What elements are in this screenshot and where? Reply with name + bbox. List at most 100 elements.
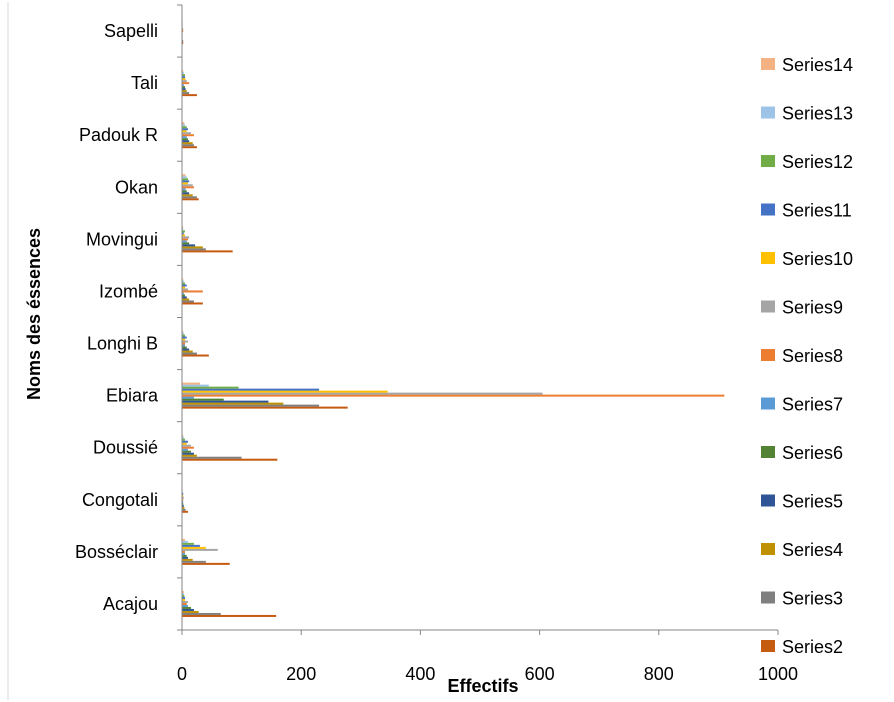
category-label: Doussié	[93, 438, 158, 458]
category-label: Padouk R	[79, 125, 158, 145]
bar-series10-movingui	[182, 234, 185, 237]
bar-series10-longhi-b	[182, 338, 185, 341]
bar-series3-acajou	[182, 612, 221, 615]
legend-label: Series8	[782, 346, 843, 366]
bar-series13-izomb-	[182, 280, 184, 283]
bar-series3-boss-clair	[182, 560, 206, 563]
bar-series13-movingui	[182, 228, 184, 231]
bar-series5-padouk-r	[182, 140, 190, 143]
legend-label: Series7	[782, 395, 843, 415]
bar-series2-longhi-b	[182, 354, 209, 357]
bar-series8-movingui	[182, 238, 188, 241]
bar-series2-congotali	[182, 510, 188, 513]
legend-label: Series9	[782, 298, 843, 318]
bar-series7-acajou	[182, 604, 188, 607]
bar-series2-boss-clair	[182, 562, 230, 565]
bar-series7-boss-clair	[182, 552, 185, 555]
bar-series2-ebiara	[182, 406, 348, 409]
bar-series4-congotali	[182, 506, 185, 509]
bar-series9-tali	[182, 80, 187, 83]
bar-series3-congotali	[182, 508, 186, 511]
bar-series12-tali	[182, 74, 185, 77]
category-label: Sapelli	[104, 21, 158, 41]
bar-series4-longhi-b	[182, 350, 193, 353]
category-label: Bosséclair	[75, 542, 158, 562]
bar-series3-izomb-	[182, 300, 194, 303]
bar-series3-doussi-	[182, 456, 242, 459]
legend-swatch	[761, 397, 775, 410]
bar-series2-doussi-	[182, 458, 278, 461]
bar-series11-congotali	[182, 492, 184, 495]
bar-series11-movingui	[182, 232, 184, 235]
bar-series3-longhi-b	[182, 352, 197, 355]
bar-series3-tali	[182, 92, 190, 95]
bar-series11-boss-clair	[182, 544, 200, 547]
category-label: Okan	[115, 177, 158, 197]
bar-series6-doussi-	[182, 450, 191, 453]
bar-series2-movingui	[182, 250, 233, 253]
bar-series3-sapelli	[182, 40, 184, 43]
bar-series9-ebiara	[182, 392, 543, 395]
bar-series13-okan	[182, 176, 187, 179]
bar-series9-longhi-b	[182, 340, 188, 343]
legend-label: Series11	[782, 201, 852, 221]
bar-series12-movingui	[182, 230, 185, 233]
bar-series14-doussi-	[182, 434, 184, 437]
bar-series14-movingui	[182, 226, 184, 229]
bar-series14-acajou	[182, 590, 184, 593]
bar-series6-boss-clair	[182, 554, 187, 557]
bar-series9-acajou	[182, 600, 188, 603]
bar-series7-movingui	[182, 240, 187, 243]
x-tick-label: 1000	[758, 664, 798, 684]
bar-series11-tali	[182, 76, 185, 79]
category-label: Acajou	[103, 594, 158, 614]
legend-label: Series5	[782, 492, 843, 512]
bar-series12-padouk-r	[182, 126, 187, 129]
category-labels: Acajou Bosséclair Congotali Doussié Ebiara Lo…	[75, 21, 159, 614]
bar-series13-longhi-b	[182, 332, 184, 335]
bar-series14-tali	[182, 70, 184, 73]
bar-series11-longhi-b	[182, 336, 187, 339]
bar-series7-padouk-r	[182, 136, 187, 139]
bar-series4-tali	[182, 90, 187, 93]
x-tick-label: 200	[286, 664, 316, 684]
bar-series13-padouk-r	[182, 124, 185, 127]
category-label: Movingui	[86, 229, 158, 249]
bar-series5-doussi-	[182, 452, 194, 455]
bar-series13-doussi-	[182, 436, 184, 439]
bar-series11-doussi-	[182, 440, 188, 443]
bar-series9-doussi-	[182, 444, 191, 447]
legend-label: Series6	[782, 443, 843, 463]
legend: Series14 Series13 Series12 Series11 Series10…	[761, 55, 853, 657]
bar-series3-okan	[182, 196, 197, 199]
legend-swatch	[761, 494, 775, 507]
bar-series10-ebiara	[182, 390, 388, 393]
legend-swatch	[761, 591, 775, 604]
bar-series8-boss-clair	[182, 550, 185, 553]
bar-series14-longhi-b	[182, 330, 184, 333]
bar-series10-doussi-	[182, 442, 187, 445]
y-axis-title: Noms des éssences	[24, 228, 44, 400]
bar-series14-ebiara	[182, 382, 200, 385]
bars-group	[182, 18, 725, 617]
bar-series8-ebiara	[182, 394, 725, 397]
bar-series6-okan	[182, 190, 187, 193]
legend-swatch	[761, 106, 775, 119]
bar-series7-doussi-	[182, 448, 188, 451]
legend-label: Series12	[782, 152, 853, 172]
bar-series9-movingui	[182, 236, 190, 239]
bar-series5-acajou	[182, 608, 194, 611]
bar-series4-padouk-r	[182, 142, 193, 145]
bar-series4-boss-clair	[182, 558, 193, 561]
bar-series12-acajou	[182, 594, 185, 597]
x-tick-label: 400	[405, 664, 435, 684]
bar-series4-movingui	[182, 246, 203, 249]
x-tick-label: 800	[644, 664, 674, 684]
legend-label: Series13	[782, 104, 853, 124]
bar-series10-okan	[182, 182, 188, 185]
bar-series7-longhi-b	[182, 344, 185, 347]
bar-series13-tali	[182, 72, 184, 75]
bar-series12-okan	[182, 178, 188, 181]
legend-label: Series14	[782, 55, 853, 75]
